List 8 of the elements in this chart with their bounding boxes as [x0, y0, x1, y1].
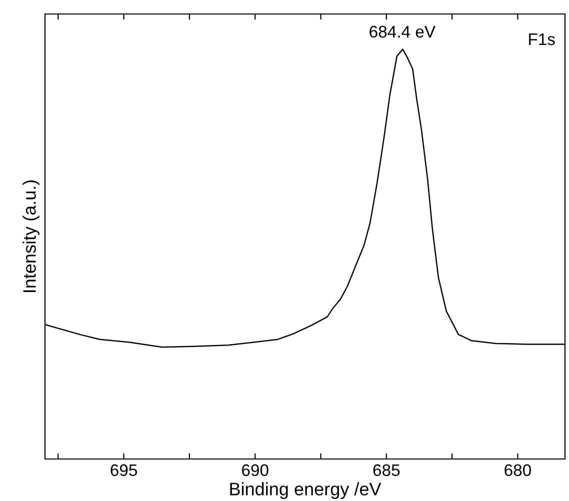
- x-tick-label: 690: [242, 464, 268, 476]
- x-tick-label: 685: [373, 464, 400, 476]
- x-tick-label: 680: [504, 464, 531, 476]
- x-tick-label: 695: [110, 464, 137, 476]
- text: F1s: [529, 34, 555, 46]
- annotation: 684.4 eV: [370, 26, 436, 38]
- x-axis-title: Binding energy /eV: [230, 482, 382, 500]
- y-axis-title: Intensity (a.u.): [22, 180, 40, 292]
